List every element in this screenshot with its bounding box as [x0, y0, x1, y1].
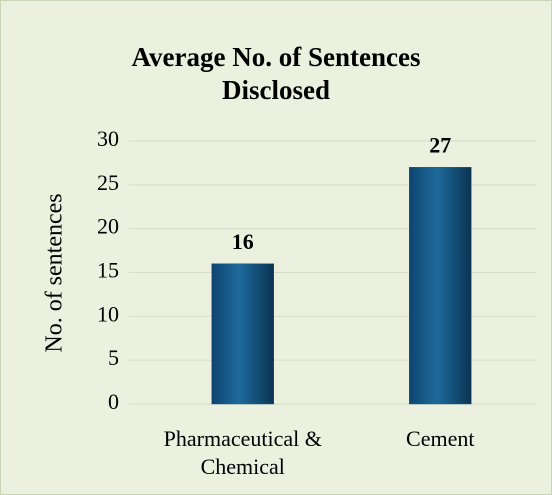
bar	[409, 167, 472, 405]
y-tick-label: 25	[97, 170, 119, 195]
y-tick-label: 10	[97, 301, 119, 326]
y-tick-label: 0	[108, 389, 119, 414]
bar	[211, 263, 274, 405]
y-tick-label: 30	[97, 126, 119, 151]
y-axis-label: No. of sentences	[42, 193, 68, 352]
x-tick-label: Pharmaceutical & Chemical	[163, 426, 322, 479]
y-tick-label: 20	[97, 214, 119, 239]
data-label: 16	[232, 229, 254, 254]
y-tick-label: 5	[108, 345, 119, 370]
y-tick-label: 15	[97, 258, 119, 283]
x-tick-label: Cement	[406, 426, 475, 451]
data-label: 27	[429, 132, 451, 157]
chart-title: Average No. of Sentences Disclosed	[131, 42, 421, 105]
